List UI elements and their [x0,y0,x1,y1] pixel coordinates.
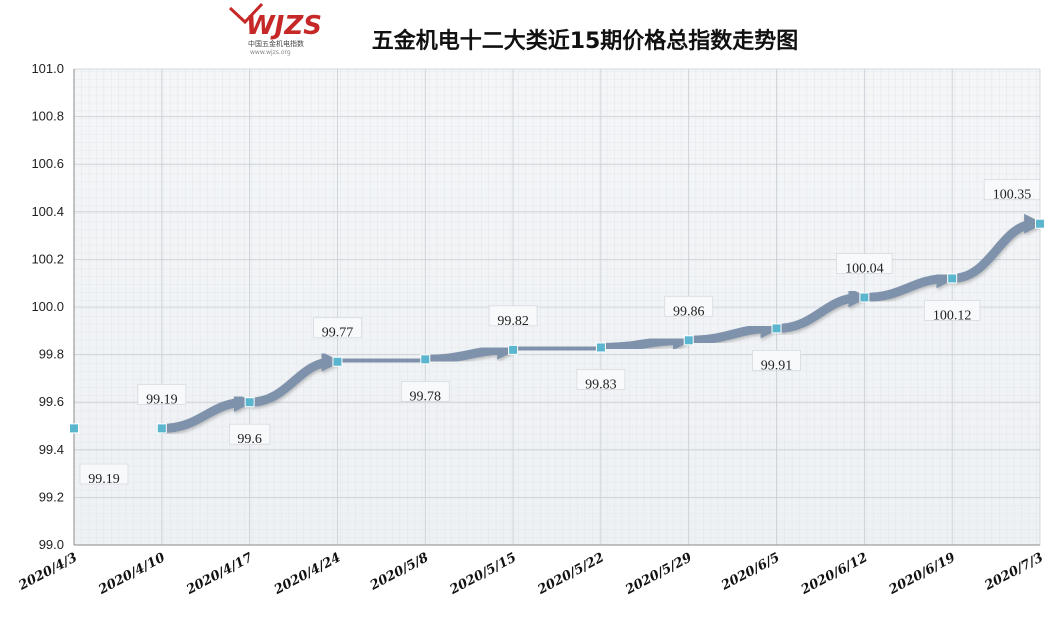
y-tick-label: 100.2 [31,251,64,266]
x-tick-label: 2020/4/17 [183,550,255,598]
data-label: 99.86 [664,295,714,319]
x-tick-label: 2020/5/22 [535,550,607,598]
series-segment [513,337,605,358]
data-point-marker [683,335,694,346]
data-label-box [313,317,362,339]
data-label: 99.82 [488,305,538,329]
data-point-marker [332,356,343,367]
series-segment [161,392,254,433]
x-tick-label: 2020/6/12 [798,550,870,598]
x-tick-label: 2020/4/3 [16,550,80,594]
data-label-text: 99.83 [585,377,617,392]
data-label-box [137,383,187,405]
data-label-text: 99.77 [322,326,354,341]
series-segment [688,318,781,345]
data-label-box [983,179,1041,201]
x-tick-label: 2020/5/8 [367,550,431,594]
data-point-marker [771,323,782,334]
x-tick-label: 2020/6/5 [718,550,782,594]
data-labels: 99.19 99.19 99.6 99.77 99.78 99.82 99.83 99.86 9… [79,179,1041,487]
data-label-box [664,295,714,317]
data-label: 99.19 [137,383,187,407]
x-tick-labels: 2020/4/3 2020/4/10 2020/4/17 2020/4/24 2020/… [16,550,1046,598]
data-label: 99.91 [752,350,801,373]
data-point-marker [420,354,431,365]
y-tick-label: 99.4 [39,442,64,457]
y-tick-label: 100.0 [31,299,64,314]
data-label: 99.78 [400,380,450,404]
x-tick-label: 2020/7/3 [982,550,1046,594]
logo-url: www.wjzs.org [250,49,291,56]
data-label: 99.83 [576,369,626,392]
series-segment [776,287,869,333]
series-segment [337,349,430,370]
x-tick-label: 2020/4/10 [95,550,167,598]
logo-mark: WJZS [246,11,322,41]
data-point-marker [156,423,167,434]
y-tick-label: 100.6 [31,156,64,171]
data-point-marker [244,397,255,408]
data-label-text: 99.19 [88,472,120,487]
y-tick-label: 101.0 [31,61,64,76]
data-point-marker [859,292,870,303]
data-label-box [488,305,538,327]
data-label: 100.35 [983,179,1041,203]
logo-caption: 中国五金机电指数 [248,39,304,48]
data-point-marker [508,344,519,355]
y-tick-label: 99.2 [39,489,64,504]
logo: WJZS 中国五金机电指数 www.wjzs.org [228,2,322,56]
x-tick-label: 2020/5/29 [622,550,694,598]
series-segment [425,339,518,364]
data-label-text: 100.35 [993,188,1032,203]
data-label-text: 99.86 [673,304,705,319]
data-label-text: 99.78 [410,389,442,404]
data-label-text: 99.6 [237,432,262,447]
series-segment [864,268,957,302]
series-line [73,213,1044,439]
x-tick-label: 2020/5/15 [447,550,519,598]
data-point-marker [595,342,606,353]
y-tick-label: 99.8 [39,347,64,362]
data-label: 100.12 [923,300,981,323]
data-label-box [576,369,626,390]
data-label-box [229,423,271,445]
y-tick-label: 100.4 [31,204,64,219]
data-label-box [836,253,893,274]
data-point-marker [69,423,79,434]
data-point-marker [1035,218,1045,229]
series-segment [951,213,1044,283]
data-label-text: 99.82 [497,314,529,329]
data-label-box [923,300,981,321]
data-label-text: 100.04 [845,261,884,276]
data-label-box [79,463,129,485]
y-tick-label: 99.0 [39,537,64,552]
logo-check-icon [228,2,264,25]
data-label: 99.6 [229,423,271,447]
y-tick-labels: 99.0 99.2 99.4 99.6 99.8 100.0 100.2 100.4 100.6… [31,61,64,552]
data-label-box [400,380,450,402]
markers [69,218,1045,434]
data-label-text: 99.19 [146,392,178,407]
series-segment [600,330,693,352]
x-tick-label: 2020/4/24 [271,550,343,598]
y-tick-label: 100.8 [31,109,64,124]
plot-area [73,68,1041,546]
data-label: 99.19 [79,463,129,487]
x-tick-label: 2020/6/19 [886,550,958,598]
data-label: 99.77 [313,317,362,341]
series-segment [249,351,342,407]
data-point-marker [947,273,958,284]
data-label-text: 100.12 [933,308,972,323]
y-tick-label: 99.6 [39,394,64,409]
chart-title: 五金机电十二大类近15期价格总指数走势图 [372,28,799,54]
data-label-box [752,350,801,371]
data-label-text: 99.91 [761,358,793,373]
data-label: 100.04 [836,253,893,276]
